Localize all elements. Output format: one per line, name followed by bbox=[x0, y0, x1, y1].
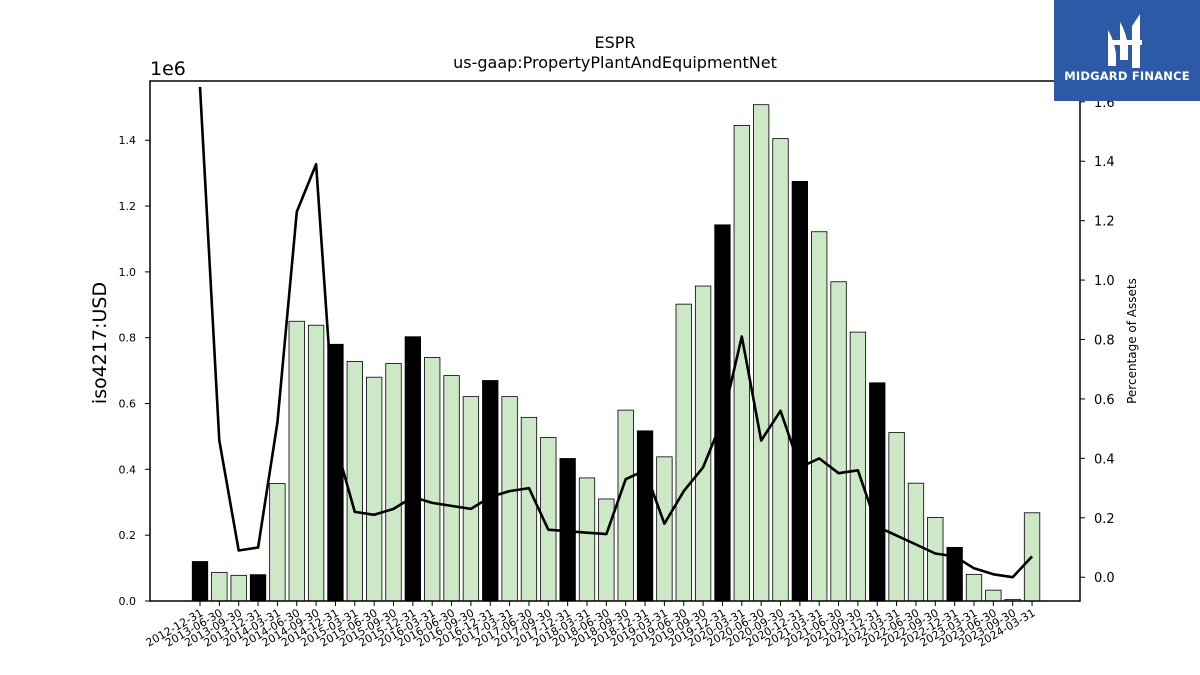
bar bbox=[424, 357, 441, 602]
bar bbox=[191, 561, 209, 602]
bar bbox=[675, 303, 692, 602]
bar bbox=[617, 409, 634, 602]
bar bbox=[443, 375, 460, 602]
y-tick-label: 0.8 bbox=[119, 332, 137, 345]
percentage-line bbox=[198, 86, 1034, 579]
bar bbox=[288, 320, 305, 602]
y-tick-label: 0.6 bbox=[119, 398, 137, 411]
bar bbox=[598, 498, 615, 602]
bar bbox=[927, 517, 944, 602]
y-tick-label: 1.4 bbox=[119, 134, 137, 147]
y2-tick-label: 0.8 bbox=[1094, 334, 1115, 349]
bar bbox=[830, 281, 847, 602]
bar bbox=[753, 104, 770, 602]
x-axis: 2012-12-312013-06-302013-09-302013-12-31… bbox=[144, 601, 1038, 650]
y-tick-label: 1.0 bbox=[119, 266, 137, 279]
line-layer bbox=[198, 86, 1034, 579]
bar bbox=[656, 456, 673, 602]
y2-tick-label: 0.2 bbox=[1094, 512, 1115, 527]
plot-area-frame bbox=[149, 80, 1081, 602]
right-axis: 0.00.20.40.60.81.01.21.41.6 bbox=[1080, 96, 1115, 586]
bar-group bbox=[191, 104, 1041, 602]
bar bbox=[501, 396, 518, 602]
left-axis: 0.0 0.2 0.4 0.6 0.8 1.0 1.2 1.4 bbox=[119, 134, 150, 608]
chart-subtitle: us-gaap:PropertyPlantAndEquipmentNet bbox=[453, 53, 777, 72]
bar bbox=[578, 477, 596, 602]
bar bbox=[772, 138, 789, 602]
bar bbox=[869, 382, 886, 602]
y-offset-label: 1e6 bbox=[150, 58, 186, 80]
y2-tick-label: 0.0 bbox=[1094, 571, 1115, 586]
bar bbox=[249, 574, 267, 602]
bar bbox=[211, 571, 228, 602]
y2-tick-label: 1.0 bbox=[1094, 274, 1115, 289]
midgard-logo-icon bbox=[1108, 14, 1142, 68]
bar bbox=[307, 324, 325, 602]
y-tick-label: 0.4 bbox=[119, 463, 137, 476]
bar bbox=[462, 396, 480, 602]
bar bbox=[230, 574, 247, 602]
bar bbox=[965, 573, 983, 602]
bar bbox=[385, 362, 402, 602]
chart-title: ESPR bbox=[594, 33, 635, 52]
y-tick-label: 1.2 bbox=[119, 200, 137, 213]
bar bbox=[636, 430, 654, 602]
bar bbox=[888, 432, 905, 602]
y-tick-label: 0.0 bbox=[119, 595, 137, 608]
bar bbox=[404, 336, 422, 602]
y2-tick-label: 0.6 bbox=[1094, 393, 1115, 408]
bar bbox=[482, 380, 499, 602]
bar bbox=[985, 589, 1002, 602]
y-axis-label: iso4217:USD bbox=[89, 282, 111, 404]
bar bbox=[714, 224, 731, 602]
logo-text: MIDGARD FINANCE bbox=[1064, 69, 1190, 83]
bar bbox=[520, 416, 538, 602]
bar bbox=[811, 231, 828, 602]
bar bbox=[365, 376, 383, 602]
bar bbox=[269, 483, 286, 602]
y-tick-label: 0.2 bbox=[119, 529, 137, 542]
bar bbox=[694, 285, 712, 602]
bar bbox=[346, 361, 363, 602]
y2-axis-label: Percentage of Assets bbox=[1125, 278, 1139, 404]
brand-logo: MIDGARD FINANCE bbox=[1054, 0, 1200, 101]
y2-tick-label: 1.4 bbox=[1094, 155, 1115, 170]
y2-tick-label: 0.4 bbox=[1094, 452, 1115, 467]
y2-tick-label: 1.2 bbox=[1094, 215, 1115, 230]
bar bbox=[791, 180, 808, 602]
bar bbox=[849, 331, 867, 602]
